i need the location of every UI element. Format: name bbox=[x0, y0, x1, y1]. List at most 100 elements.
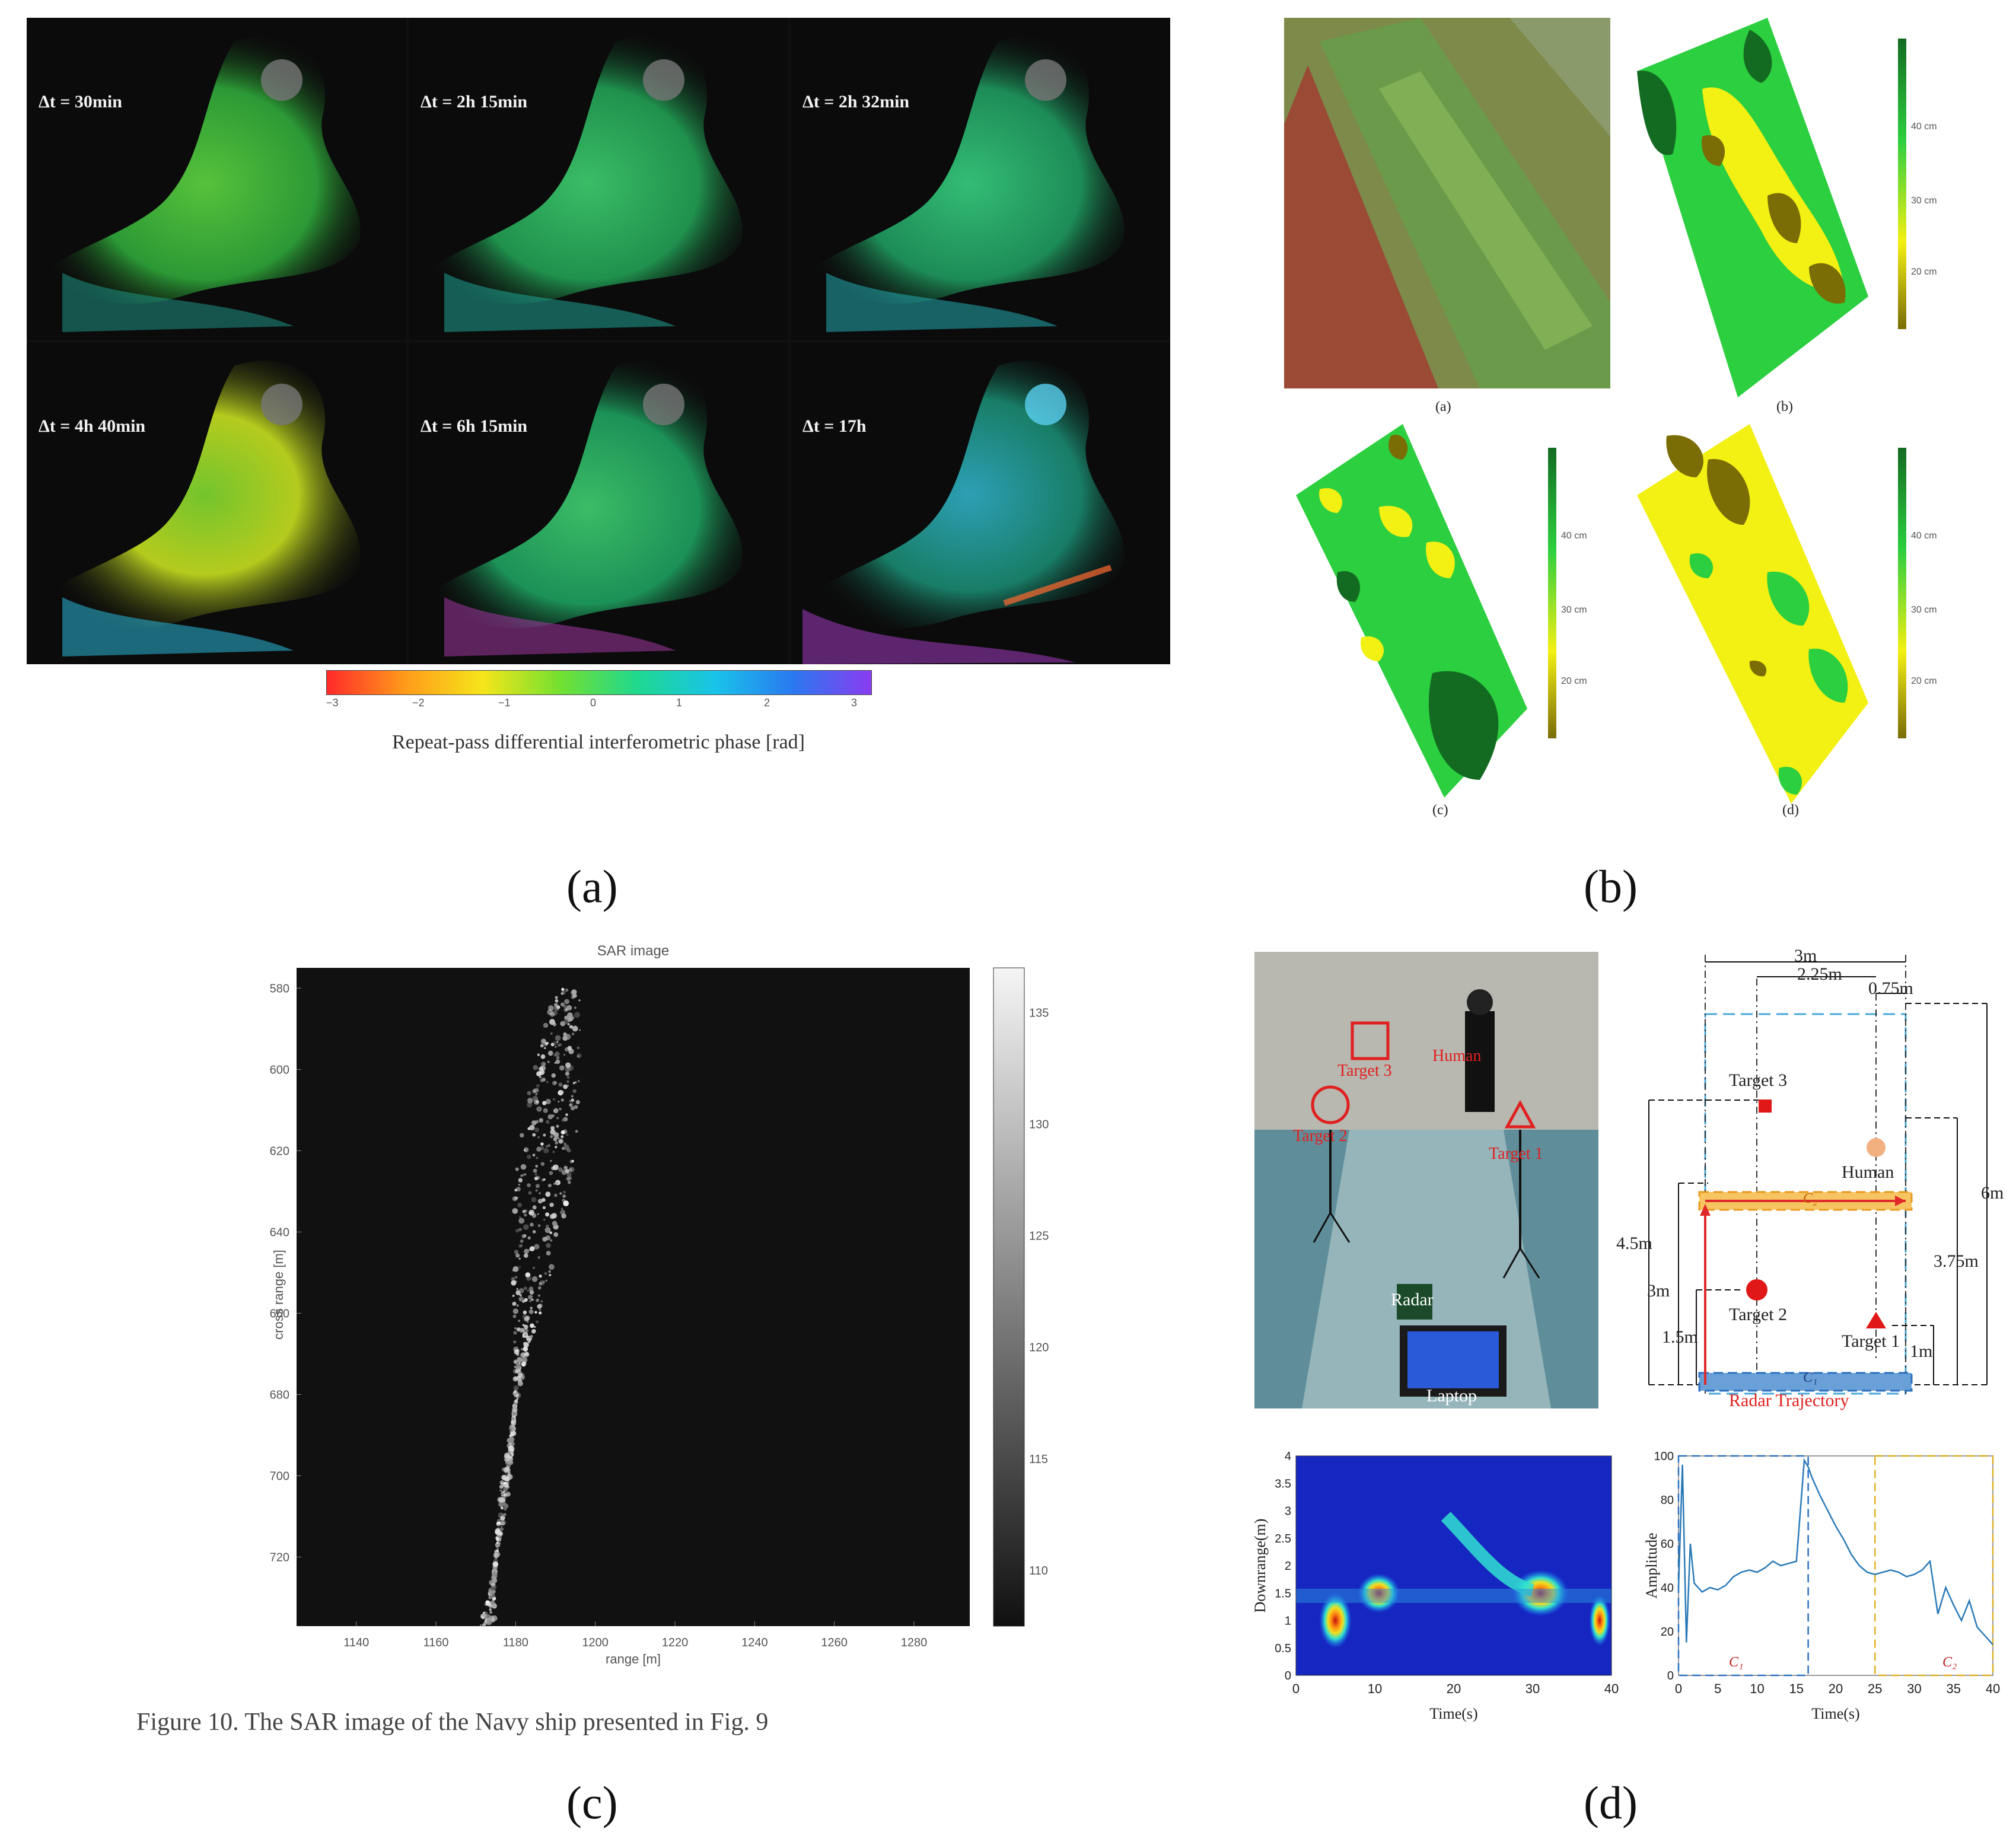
sar-return bbox=[515, 1276, 518, 1279]
heatmap-plot-area bbox=[1296, 1456, 1611, 1675]
height-colorbar-b-ticks: 40 cm 30 cm 20 cm bbox=[1911, 39, 1982, 329]
sar-return bbox=[523, 1346, 528, 1352]
sar-return bbox=[501, 1521, 504, 1525]
x-tick-label: 35 bbox=[1947, 1681, 1961, 1696]
x-tick-label: 20 bbox=[1447, 1681, 1461, 1696]
sar-return bbox=[531, 1120, 537, 1126]
sar-return bbox=[518, 1373, 523, 1378]
interferogram-tile-4: Δt = 4h 40min bbox=[27, 342, 406, 664]
sar-return bbox=[555, 1141, 559, 1145]
sar-return bbox=[555, 1181, 558, 1184]
sar-return bbox=[569, 1100, 572, 1102]
sar-return bbox=[546, 1120, 550, 1124]
sar-return bbox=[566, 1172, 572, 1177]
sar-return bbox=[507, 1474, 513, 1480]
tile-label: Δt = 17h bbox=[802, 416, 867, 436]
sar-return bbox=[514, 1366, 517, 1368]
sar-return bbox=[534, 1311, 537, 1314]
sar-return bbox=[527, 1289, 529, 1292]
amplitude-ylabel: Amplitude bbox=[1643, 1532, 1660, 1599]
interferogram-tile-6: Δt = 17h bbox=[791, 342, 1170, 664]
dim-3-75m: 3.75m bbox=[1934, 1251, 1979, 1271]
sar-return bbox=[504, 1496, 507, 1499]
sar-return bbox=[563, 1191, 566, 1194]
sar-return bbox=[523, 1147, 529, 1152]
sar-return bbox=[495, 1529, 501, 1535]
sar-return bbox=[508, 1445, 515, 1452]
y-tick-label: 1.5 bbox=[1275, 1587, 1291, 1600]
sar-return bbox=[563, 1142, 566, 1145]
sar-return bbox=[571, 1095, 574, 1098]
sar-return bbox=[559, 1192, 562, 1195]
sar-return bbox=[539, 1308, 542, 1311]
diagram-label-target-2: Target 2 bbox=[1729, 1305, 1788, 1324]
sar-return bbox=[560, 1130, 565, 1134]
y-tick-label: 700 bbox=[270, 1470, 289, 1483]
sar-return bbox=[518, 1320, 521, 1322]
setup-diagram: 3m 2.25m 0.75m Target 3 Human Target 2 T… bbox=[1616, 943, 2005, 1417]
sar-return bbox=[519, 1293, 522, 1297]
sar-return bbox=[526, 1276, 531, 1281]
sar-return bbox=[539, 1274, 542, 1278]
subfig-label-b: (b) bbox=[1776, 399, 1793, 415]
sar-return bbox=[530, 1306, 533, 1309]
sar-return bbox=[550, 1239, 553, 1242]
sar-return bbox=[496, 1547, 499, 1550]
photo-label-radar: Radar bbox=[1391, 1290, 1434, 1309]
sar-return bbox=[561, 987, 565, 991]
y-tick-label: 580 bbox=[270, 982, 289, 995]
sar-return bbox=[536, 1084, 540, 1088]
sar-return bbox=[550, 1043, 555, 1047]
sar-return bbox=[553, 1108, 559, 1114]
colorbar-tick: 40 cm bbox=[1911, 122, 1937, 132]
sar-return bbox=[523, 1286, 527, 1290]
sar-return bbox=[546, 1041, 549, 1045]
colorbar-tick: 0 bbox=[590, 697, 597, 709]
y-tick-label: 20 bbox=[1661, 1626, 1674, 1639]
sar-return bbox=[537, 1136, 540, 1139]
x-tick-label: 20 bbox=[1829, 1681, 1843, 1696]
sar-return bbox=[524, 1298, 528, 1302]
panel-label-a: (a) bbox=[566, 861, 618, 912]
amplitude-plot-area bbox=[1678, 1455, 1993, 1676]
sar-return bbox=[559, 1090, 564, 1095]
downrange-heatmap-svg: 0 10 20 30 40 0 0.5 1 1.5 2 2.5 3 3.5 4 bbox=[1275, 1450, 1619, 1696]
diagram-label-human: Human bbox=[1842, 1162, 1894, 1182]
sar-return bbox=[516, 1288, 518, 1290]
track-label-c2: C₂ bbox=[1803, 1191, 1818, 1206]
sar-return bbox=[558, 1043, 562, 1047]
sar-return bbox=[560, 1098, 564, 1102]
sar-return bbox=[493, 1552, 499, 1559]
panel-a: Δt = 30min Δt = 2h 15min Δt = 2h 32min bbox=[24, 15, 1174, 786]
sar-return bbox=[514, 1349, 520, 1355]
x-tick-label: 30 bbox=[1907, 1681, 1921, 1696]
sar-return bbox=[540, 1065, 546, 1072]
sar-return bbox=[537, 1213, 539, 1215]
x-tick-label: 30 bbox=[1525, 1681, 1540, 1696]
sar-return bbox=[536, 1146, 542, 1152]
sar-return bbox=[513, 1385, 519, 1391]
sar-return bbox=[514, 1280, 517, 1284]
sar-return bbox=[536, 1298, 540, 1302]
sar-return bbox=[515, 1346, 518, 1349]
sar-return bbox=[496, 1537, 500, 1541]
sar-return bbox=[569, 1025, 573, 1029]
sar-return bbox=[545, 1224, 549, 1228]
vegetation-shape bbox=[802, 361, 1125, 664]
sar-return bbox=[530, 1323, 534, 1328]
photo-label-laptop: Laptop bbox=[1426, 1386, 1477, 1406]
sar-return bbox=[565, 1113, 568, 1116]
sar-return bbox=[505, 1465, 510, 1470]
sar-return bbox=[495, 1545, 498, 1548]
sar-return bbox=[540, 1062, 546, 1067]
y-tick-label: 2 bbox=[1285, 1560, 1291, 1573]
sar-return bbox=[563, 1053, 566, 1056]
sar-return bbox=[547, 1183, 552, 1188]
target-1-marker bbox=[1866, 1312, 1886, 1328]
sar-return bbox=[558, 1082, 563, 1087]
sar-return bbox=[500, 1518, 503, 1521]
sar-return bbox=[577, 1055, 579, 1057]
sar-return bbox=[522, 1360, 527, 1365]
dim-1m: 1m bbox=[1910, 1341, 1933, 1361]
sar-return bbox=[514, 1327, 517, 1330]
